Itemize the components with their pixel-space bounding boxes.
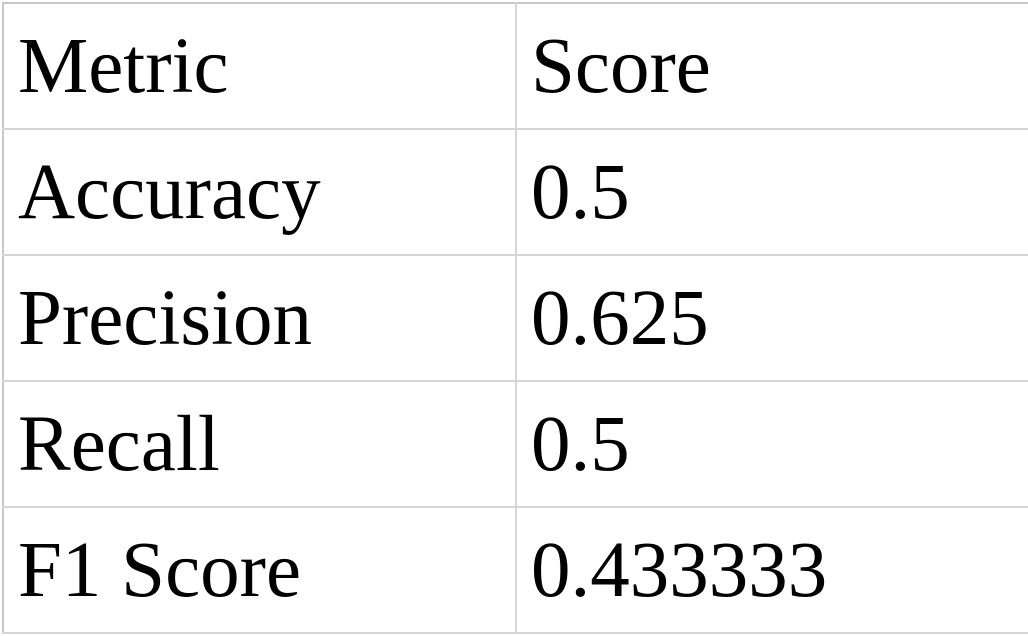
score-value-cell: 0.625	[515, 254, 1028, 382]
metric-name-cell: Precision	[2, 254, 517, 382]
score-value-cell: 0.433333	[515, 506, 1028, 634]
score-value-cell: 0.5	[515, 380, 1028, 508]
table-header-row: Metric Score	[2, 2, 1028, 130]
metric-name-cell: F1 Score	[2, 506, 517, 634]
table-row: Accuracy 0.5	[2, 128, 1028, 256]
column-header-score: Score	[515, 2, 1028, 130]
metric-name-cell: Accuracy	[2, 128, 517, 256]
table-row: F1 Score 0.433333	[2, 506, 1028, 634]
column-header-metric: Metric	[2, 2, 517, 130]
score-value-cell: 0.5	[515, 128, 1028, 256]
table-row: Recall 0.5	[2, 380, 1028, 508]
table-row: Precision 0.625	[2, 254, 1028, 382]
metric-name-cell: Recall	[2, 380, 517, 508]
